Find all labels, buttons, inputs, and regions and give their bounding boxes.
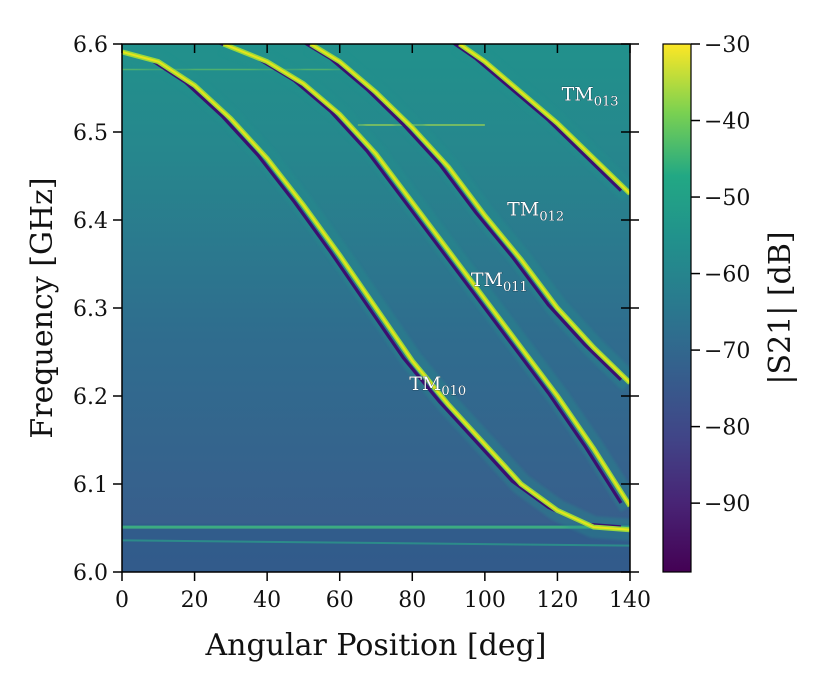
y-tick-label: 6.5	[73, 121, 108, 146]
colorbar-gradient	[662, 43, 692, 573]
mode-antiresonance	[452, 44, 623, 192]
y-axis-label: Frequency [GHz]	[25, 177, 60, 438]
mode-resonance-core	[310, 44, 630, 384]
x-axis-label: Angular Position [deg]	[204, 628, 546, 663]
y-tick-label: 6.6	[73, 33, 108, 58]
x-tick-label: 120	[536, 588, 578, 613]
parasitic-band-line	[122, 539, 630, 547]
mode-resonance-core	[223, 44, 630, 507]
colorbar-tick-label: −40	[704, 110, 750, 135]
colorbar-tick-label: −30	[704, 33, 750, 58]
y-tick-label: 6.4	[73, 209, 108, 234]
y-tick-label: 6.2	[73, 385, 108, 410]
colorbar-tick-label: −70	[704, 339, 750, 364]
colorbar: −30 −40 −50 −60 −70 −80 −90 |S21| [dB]	[662, 33, 798, 573]
y-tick-label: 6.3	[73, 297, 108, 322]
x-tick-label: 140	[609, 588, 651, 613]
y-tick-label: 6.0	[73, 561, 108, 586]
mode-resonance-core	[122, 50, 630, 531]
mode-label: TM012	[507, 199, 564, 225]
colorbar-label: |S21| [dB]	[763, 231, 798, 384]
colorbar-tick-label: −90	[704, 492, 750, 517]
mode-labels: TM010 TM011 TM012 TM013	[409, 83, 619, 399]
x-tick-label: 60	[326, 588, 354, 613]
mode-antiresonance	[303, 44, 623, 381]
mode-label: TM010	[409, 373, 466, 399]
mode-resonance-core	[458, 44, 630, 195]
colorbar-tick-label: −60	[704, 263, 750, 288]
y-axis-ticks: 6.0 6.1 6.2 6.3 6.4 6.5 6.6	[73, 33, 639, 586]
mode-label: TM013	[562, 83, 619, 109]
colorbar-ticks: −30 −40 −50 −60 −70 −80 −90	[691, 33, 750, 517]
low-band-region	[122, 523, 630, 572]
mode-label: TM011	[471, 269, 528, 295]
y-tick-label: 6.1	[73, 473, 108, 498]
x-axis-ticks: 0 20 40 60 80 100 120 140	[115, 44, 651, 613]
x-tick-label: 100	[464, 588, 506, 613]
x-tick-label: 40	[253, 588, 281, 613]
x-tick-label: 20	[181, 588, 209, 613]
x-tick-label: 80	[398, 588, 426, 613]
mode-bands	[122, 44, 630, 572]
colorbar-tick-label: −50	[704, 186, 750, 211]
colorbar-tick-label: −80	[704, 416, 750, 441]
x-tick-label: 0	[115, 588, 129, 613]
mode-antiresonance	[122, 49, 622, 529]
